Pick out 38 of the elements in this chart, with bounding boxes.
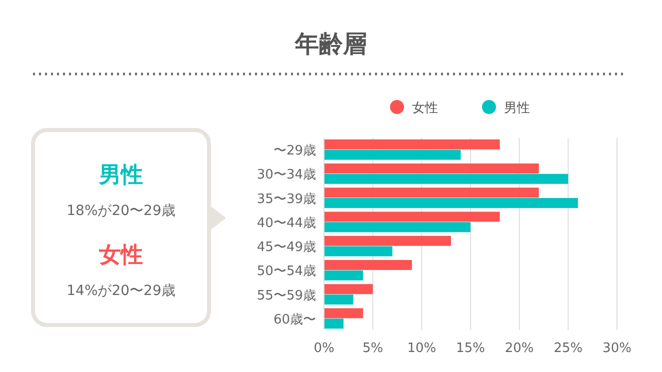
text: 18%が20〜29歳 [66,203,176,219]
bar [324,164,539,174]
x-tick-label: 20% [504,341,534,356]
y-tick-label: 45〜49歳 [256,240,316,256]
text: 14%が20〜29歳 [66,283,176,299]
x-tick-label: 0% [314,341,334,356]
x-tick-label: 30% [602,341,632,356]
y-tick-label: 60歳〜 [273,312,316,328]
legend-label: 女性 [412,101,438,116]
text: 男性 [98,163,143,188]
bar [324,188,539,198]
y-tick-label: 30〜34歳 [256,168,316,183]
bar [324,174,568,184]
bar [324,284,373,294]
x-tick-label: 25% [554,341,583,356]
bar [324,236,451,246]
legend-label: 男性 [504,101,530,116]
x-tick-label: 10% [407,341,436,356]
x-tick-label: 5% [362,341,384,356]
y-tick-label: 55〜59歳 [256,288,316,304]
bar [324,222,470,232]
bar [324,260,412,270]
bar [324,318,344,329]
bar [324,308,364,318]
bar [324,294,354,304]
bar [324,198,578,208]
chart-title: 年齢層 [294,30,367,58]
y-tick-label: 40〜44歳 [256,216,316,231]
bar [324,212,500,222]
y-tick-label: 50〜54歳 [256,264,316,280]
text: 女性 [98,243,143,268]
y-tick-label: 35〜39歳 [256,192,316,207]
y-tick-label: 〜29歳 [273,144,316,159]
x-tick-label: 15% [456,341,485,356]
bar [324,270,364,280]
bar [324,150,461,160]
bar [324,246,392,256]
bar [324,139,500,150]
